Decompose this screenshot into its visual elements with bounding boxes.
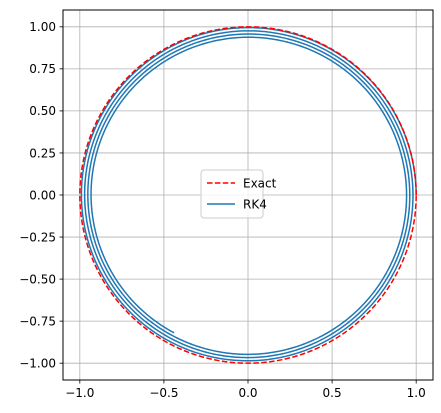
- y-tick-label: −1.00: [19, 356, 56, 370]
- y-tick-label: 0.25: [29, 146, 56, 160]
- y-tick-label: 0.00: [29, 188, 56, 202]
- y-tick-label: 0.75: [29, 62, 56, 76]
- x-tick-label: 0.5: [323, 386, 342, 400]
- y-tick-label: −0.50: [19, 272, 56, 286]
- x-tick-label: 0.0: [238, 386, 257, 400]
- y-tick-label: −0.75: [19, 314, 56, 328]
- y-tick-label: 1.00: [29, 20, 56, 34]
- legend-box: [200, 169, 264, 219]
- axis-ticks: [59, 26, 417, 384]
- legend-label: Exact: [243, 176, 277, 190]
- y-tick-label: 0.50: [29, 104, 56, 118]
- legend-label: RK4: [243, 197, 267, 211]
- x-tick-label: −1.0: [65, 386, 94, 400]
- series-layer: [79, 26, 417, 364]
- grid: [63, 10, 433, 380]
- x-tick-label: −0.5: [149, 386, 178, 400]
- axis-tick-labels: −1.0 −0.5 0.0 0.5 1.0 1.00 0.75 0.50 0.25 0.00 −0.…: [19, 20, 426, 400]
- y-tick-label: −0.25: [19, 230, 56, 244]
- series-rk4-line: [80, 26, 417, 362]
- legend: Exact RK4: [200, 169, 277, 219]
- x-tick-label: 1.0: [407, 386, 426, 400]
- series-exact-line: [79, 26, 417, 364]
